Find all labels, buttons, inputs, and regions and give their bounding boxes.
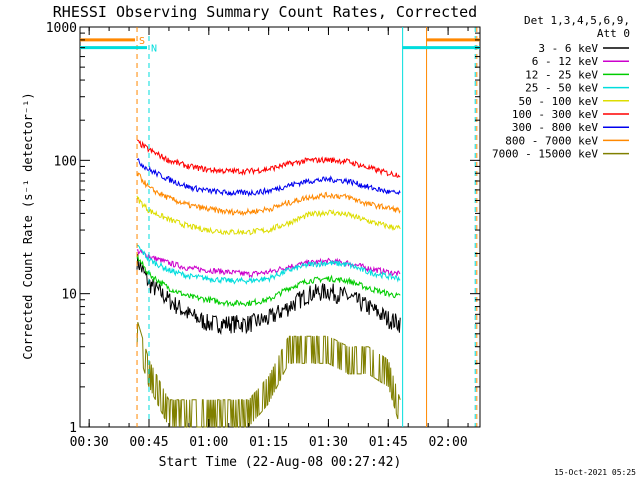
- flag-layer: SN: [80, 36, 480, 55]
- legend-label-1: 3 - 6 keV: [538, 42, 598, 55]
- y-axis: 1 10 100 1000: [46, 21, 480, 436]
- x-tick-label-1: 00:30: [70, 435, 109, 450]
- legend-label-6: 100 - 300 keV: [512, 108, 598, 121]
- y-tick-label-2: 10: [61, 288, 77, 303]
- series-line-2: [136, 248, 401, 279]
- series-line-1: [136, 253, 401, 336]
- series-line-6: [136, 139, 401, 178]
- legend-label-7: 300 - 800 keV: [512, 121, 598, 134]
- y-axis-label: Corrected Count Rate (s⁻¹ detector⁻¹): [21, 92, 35, 359]
- x-tick-label-5: 01:30: [309, 435, 348, 450]
- legend-label-4: 25 - 50 keV: [525, 82, 598, 95]
- x-axis-label: Start Time (22-Aug-08 00:27:42): [159, 455, 402, 470]
- legend-label-3: 12 - 25 keV: [525, 68, 598, 81]
- footer-timestamp: 15-Oct-2021 05:25: [554, 468, 636, 477]
- legend-header-line-1: Det 1,3,4,5,6,9,: [524, 14, 630, 27]
- plot-frame: [79, 26, 481, 428]
- legend-header-line-2: Att 0: [597, 27, 630, 40]
- flag-label-n: N: [151, 44, 157, 55]
- x-tick-label-4: 01:15: [249, 435, 288, 450]
- series-line-7: [136, 158, 401, 198]
- x-tick-label-6: 01:45: [369, 435, 408, 450]
- series-line-3: [136, 255, 401, 308]
- flag-label-s: S: [139, 36, 145, 47]
- series-line-5: [136, 195, 401, 236]
- y-tick-label-4: 1000: [46, 21, 77, 36]
- legend-label-8: 800 - 7000 keV: [505, 134, 598, 147]
- x-tick-label-3: 01:00: [189, 435, 228, 450]
- series-line-9: [136, 322, 401, 428]
- x-axis: 00:30 00:45 01:00 01:15 01:30 01:45 02:00: [70, 27, 469, 450]
- series-line-8: [136, 172, 401, 217]
- y-tick-label-3: 100: [54, 154, 77, 169]
- chart-title: RHESSI Observing Summary Count Rates, Co…: [53, 3, 477, 21]
- y-tick-label-1: 1: [69, 421, 77, 436]
- plot-area: SN 00:30 00:45 01:00 01:15 01:30 01:45 02:00 1…: [46, 21, 481, 450]
- x-tick-label-2: 00:45: [129, 435, 168, 450]
- legend-label-5: 50 - 100 keV: [519, 95, 599, 108]
- series-layer: [136, 139, 401, 428]
- series-line-4: [136, 244, 401, 285]
- marker-layer: [136, 27, 478, 427]
- x-tick-label-7: 02:00: [429, 435, 468, 450]
- legend-label-9: 7000 - 15000 keV: [492, 148, 598, 161]
- legend-label-2: 6 - 12 keV: [532, 55, 599, 68]
